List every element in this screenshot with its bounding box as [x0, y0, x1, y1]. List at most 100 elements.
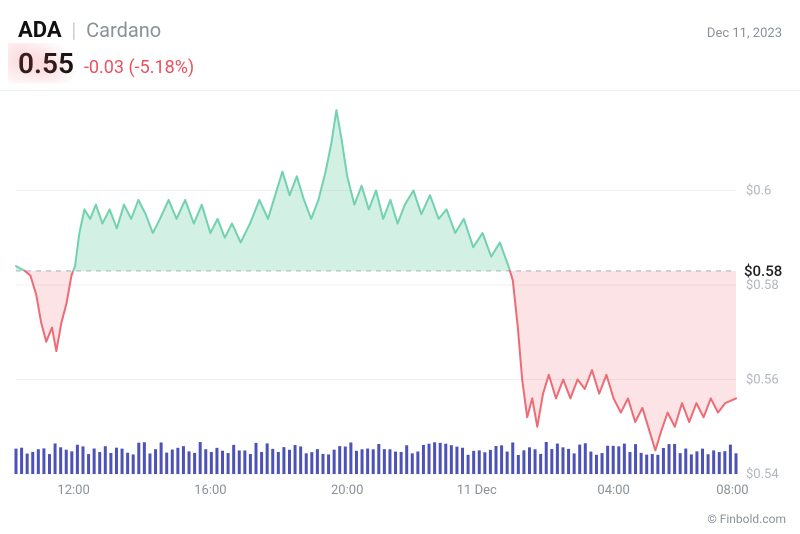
volume-bar	[528, 447, 531, 474]
volume-bar	[266, 443, 269, 474]
volume-bar	[690, 454, 693, 474]
volume-bar	[433, 442, 436, 474]
volume-bar	[165, 453, 168, 474]
volume-bar	[578, 445, 581, 474]
volume-bar	[411, 453, 414, 474]
volume-bar	[695, 451, 698, 474]
reference-label: $0.58	[744, 262, 782, 280]
volume-bar	[545, 442, 548, 474]
volume-bar	[132, 454, 135, 474]
volume-bar	[232, 445, 235, 474]
volume-bar	[467, 455, 470, 474]
title-row: ADA | Cardano Dec 11, 2023	[18, 18, 782, 43]
x-tick-label: 12:00	[57, 483, 89, 498]
volume-bar	[539, 454, 542, 474]
volume-bar	[65, 450, 68, 474]
volume-bar	[227, 453, 230, 474]
volume-bar	[640, 453, 643, 474]
volume-bar	[243, 450, 246, 474]
volume-bar	[383, 449, 386, 474]
price-chart: $0.6$0.58$0.56$0.54$0.5812:0016:0020:001…	[0, 86, 800, 504]
volume-bar	[26, 454, 29, 474]
volume-bar	[176, 448, 179, 474]
current-price: 0.55	[18, 47, 74, 80]
volume-bar	[589, 452, 592, 474]
volume-bar	[42, 448, 45, 474]
x-tick-label: 16:00	[194, 483, 226, 498]
volume-bar	[182, 446, 185, 474]
volume-bar	[673, 444, 676, 474]
volume-bar	[628, 452, 631, 474]
volume-bar	[81, 446, 84, 474]
volume-bar	[121, 449, 124, 474]
volume-bar	[612, 446, 615, 474]
volume-bar	[617, 446, 620, 474]
volume-bar	[556, 444, 559, 474]
volume-bar	[735, 453, 738, 474]
volume-bar	[718, 452, 721, 474]
volume-bar	[143, 442, 146, 474]
volume-bar	[684, 449, 687, 474]
volume-bar	[595, 455, 598, 474]
volume-bar	[645, 455, 648, 474]
volume-bar	[316, 449, 319, 474]
volume-bar	[31, 452, 34, 474]
volume-bar	[137, 443, 140, 474]
x-tick-label: 20:00	[331, 483, 363, 498]
volume-bar	[93, 449, 96, 474]
volume-bar	[729, 445, 732, 474]
volume-bar	[601, 453, 604, 474]
volume-bar	[294, 445, 297, 474]
volume-bar	[679, 453, 682, 474]
volume-bar	[707, 454, 710, 474]
volume-bar	[109, 453, 112, 474]
volume-bar	[282, 447, 285, 474]
volume-bar	[712, 450, 715, 474]
volume-bar	[573, 453, 576, 474]
volume-bar	[495, 446, 498, 474]
y-tick-label: $0.56	[746, 373, 779, 388]
volume-bar	[349, 442, 352, 474]
volume-bar	[333, 450, 336, 474]
y-tick-label: $0.6	[746, 184, 771, 199]
change-absolute: -0.03	[84, 57, 124, 78]
chart-area: $0.6$0.58$0.56$0.54$0.5812:0016:0020:001…	[0, 86, 800, 504]
volume-bar	[534, 449, 537, 474]
volume-bar	[48, 454, 51, 474]
volume-bar	[651, 454, 654, 474]
volume-bar	[701, 449, 704, 474]
volume-bar	[210, 452, 213, 474]
volume-bar	[355, 451, 358, 474]
volume-bar	[260, 452, 263, 474]
volume-bar	[422, 445, 425, 474]
volume-bar	[249, 454, 252, 474]
volume-bar	[405, 445, 408, 474]
volume-bar	[500, 445, 503, 474]
volume-bar	[366, 449, 369, 474]
volume-bar	[522, 450, 525, 474]
volume-bar	[428, 444, 431, 474]
price-area-down	[510, 271, 736, 451]
volume-bar	[388, 449, 391, 474]
volume-bar	[277, 452, 280, 474]
volume-bar	[126, 453, 129, 474]
volume-bar	[439, 443, 442, 474]
volume-bar	[70, 451, 73, 474]
volume-bar	[54, 443, 57, 474]
title-left: ADA | Cardano	[18, 18, 161, 43]
volume-bar	[87, 454, 90, 474]
volume-bar	[271, 449, 274, 474]
volume-bar	[634, 444, 637, 474]
volume-bar	[215, 448, 218, 474]
attribution: © Finbold.com	[707, 512, 786, 526]
volume-bar	[656, 455, 659, 474]
volume-bar	[299, 446, 302, 474]
volume-bar	[483, 452, 486, 474]
volume-bar	[584, 443, 587, 474]
price-change: -0.03 (-5.18%)	[84, 57, 194, 78]
snapshot-date: Dec 11, 2023	[707, 26, 782, 41]
volume-bar	[377, 444, 380, 474]
volume-bar	[160, 442, 163, 474]
volume-bar	[204, 449, 207, 474]
volume-bar	[154, 449, 157, 474]
